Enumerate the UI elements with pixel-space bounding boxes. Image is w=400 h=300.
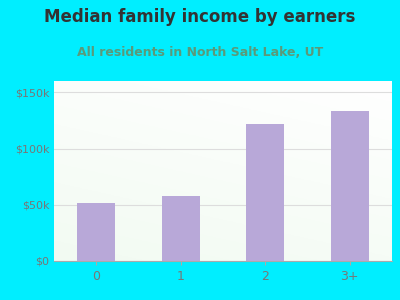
Bar	[331, 111, 369, 261]
Bar	[162, 196, 200, 261]
Bar	[77, 202, 115, 261]
Text: Median family income by earners: Median family income by earners	[44, 8, 356, 26]
Bar	[246, 124, 284, 261]
Text: All residents in North Salt Lake, UT: All residents in North Salt Lake, UT	[77, 46, 323, 59]
